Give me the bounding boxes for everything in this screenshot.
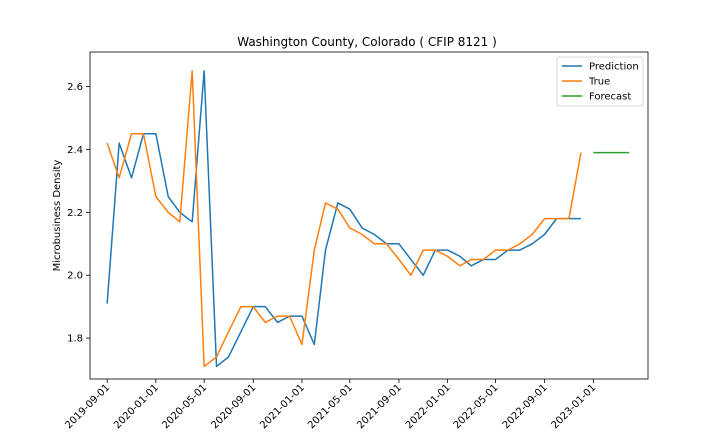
legend-label-true: True <box>588 77 610 88</box>
legend-label-prediction: Prediction <box>589 62 639 73</box>
x-tick-label: 2022-09-01 <box>501 382 550 431</box>
x-tick-label: 2020-01-01 <box>112 382 161 431</box>
legend: Prediction True Forecast <box>556 56 644 107</box>
x-tick-label: 2021-05-01 <box>306 382 355 431</box>
legend-box <box>556 56 644 107</box>
plot-frame <box>89 51 649 380</box>
x-tick-label: 2021-01-01 <box>258 382 307 431</box>
y-tick-label: 1.8 <box>67 334 83 345</box>
y-axis: 1.8 2.0 2.2 2.4 2.6 <box>67 82 90 345</box>
x-tick-label: 2022-05-01 <box>452 382 501 431</box>
y-axis-label: Microbusiness Density <box>52 160 63 272</box>
y-tick-label: 2.6 <box>67 82 83 93</box>
y-tick-label: 2.0 <box>67 271 83 282</box>
series-line-true <box>106 70 582 368</box>
series-lines <box>106 70 630 368</box>
x-tick-label: 2023-01-01 <box>550 382 599 431</box>
x-tick-label: 2019-09-01 <box>63 382 112 431</box>
series-line-prediction <box>106 70 581 368</box>
x-axis: 2019-09-01 2020-01-01 2020-05-01 2020-09-01… <box>63 379 598 431</box>
legend-label-forecast: Forecast <box>589 92 631 103</box>
x-tick-label: 2020-09-01 <box>209 382 258 431</box>
y-tick-label: 2.4 <box>67 145 83 156</box>
chart-title: Washington County, Colorado ( CFIP 8121 … <box>237 35 497 49</box>
x-tick-label: 2021-09-01 <box>355 382 404 431</box>
x-tick-label: 2020-05-01 <box>160 382 209 431</box>
y-tick-label: 2.2 <box>67 208 83 219</box>
x-tick-label: 2022-01-01 <box>404 382 453 431</box>
